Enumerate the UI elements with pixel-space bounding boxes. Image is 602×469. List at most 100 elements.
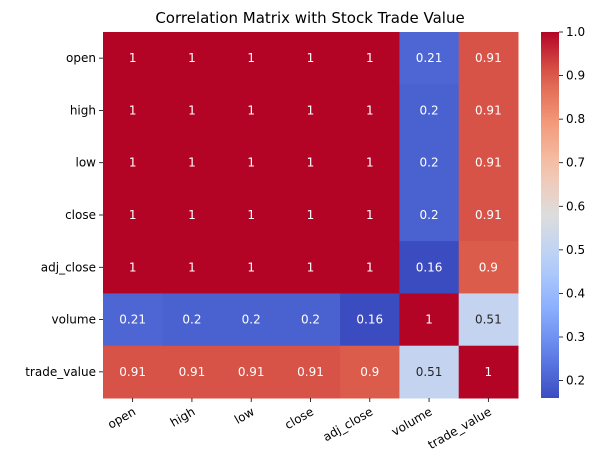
heatmap-cell: [399, 32, 460, 85]
x-tick-label: open: [105, 404, 138, 431]
colorbar: [541, 32, 559, 398]
cell-value-label: 0.2: [420, 208, 439, 222]
cell-value-label: 0.91: [475, 156, 502, 170]
cell-value-label: 1: [366, 260, 374, 274]
cell-value-label: 1: [188, 208, 196, 222]
heatmap-cell: [399, 188, 460, 242]
heatmap-cell: [280, 293, 341, 347]
colorbar-tick-label: 0.7: [566, 156, 585, 170]
colorbar-tick-label: 0.8: [566, 112, 585, 126]
heatmap-cell: [399, 293, 460, 347]
heatmap-cell: [340, 136, 400, 190]
heatmap-cell: [221, 188, 282, 242]
cell-value-label: 1: [425, 313, 433, 327]
heatmap-cell: [162, 84, 223, 138]
cell-value-label: 0.91: [119, 365, 146, 379]
x-tick-label: low: [232, 404, 257, 426]
x-tick-label: volume: [389, 404, 435, 438]
heatmap-cell: [458, 136, 519, 190]
colorbar-tick-label: 0.9: [566, 69, 585, 83]
heatmap-cell: [162, 345, 223, 399]
heatmap-cell: [103, 293, 163, 347]
heatmap-cell-labels: 1 1 1 1 1 0.21 0.911 1 1 1 1 0.2 0.911 1 1 1 1 0.2 0.911 1 1…: [119, 51, 501, 379]
heatmap-cell: [103, 136, 163, 190]
cell-value-label: 0.16: [416, 260, 443, 274]
colorbar-ticks: 0.2 0.3 0.4 0.5 0.6 0.7 0.8 0.9 1.0: [559, 25, 585, 388]
colorbar-tick-label: 0.2: [566, 374, 585, 388]
heatmap-cell: [340, 293, 400, 347]
heatmap-cell: [280, 84, 341, 138]
y-tick-label: volume: [52, 313, 96, 327]
heatmap-cell: [221, 293, 282, 347]
colorbar-tick-label: 0.6: [566, 199, 585, 213]
cell-value-label: 1: [307, 260, 315, 274]
cell-value-label: 0.21: [119, 313, 146, 327]
heatmap-cell: [280, 32, 341, 85]
cell-value-label: 1: [247, 51, 255, 65]
cell-value-label: 0.51: [416, 365, 443, 379]
heatmap-cell: [221, 136, 282, 190]
colorbar-tick-label: 0.3: [566, 330, 585, 344]
heatmap-cell: [280, 241, 341, 294]
cell-value-label: 1: [188, 51, 196, 65]
heatmap-cell: [340, 84, 400, 138]
heatmap-cell: [340, 32, 400, 85]
colorbar-tick-label: 0.4: [566, 286, 585, 300]
cell-value-label: 1: [307, 156, 315, 170]
cell-value-label: 0.2: [182, 313, 201, 327]
heatmap-cell: [162, 188, 223, 242]
cell-value-label: 1: [188, 260, 196, 274]
cell-value-label: 1: [247, 260, 255, 274]
cell-value-label: 0.2: [420, 156, 439, 170]
heatmap-cell: [458, 241, 519, 294]
x-axis-ticks: open high low close adj_close volumetrade_val…: [105, 398, 494, 452]
heatmap-cell: [162, 293, 223, 347]
heatmap-cell: [103, 84, 163, 138]
colorbar-tick-label: 1.0: [566, 25, 585, 39]
cell-value-label: 0.91: [179, 365, 206, 379]
cell-value-label: 1: [307, 103, 315, 117]
cell-value-label: 1: [307, 51, 315, 65]
y-tick-label: low: [76, 156, 97, 170]
heatmap-cell: [221, 345, 282, 399]
heatmap-cell: [103, 32, 163, 85]
cell-value-label: 0.91: [475, 51, 502, 65]
heatmap-cell: [162, 136, 223, 190]
cell-value-label: 1: [129, 156, 137, 170]
heatmap-cells: [103, 32, 519, 399]
heatmap-cell: [399, 136, 460, 190]
cell-value-label: 0.91: [297, 365, 324, 379]
y-tick-label: high: [70, 103, 96, 117]
cell-value-label: 1: [247, 156, 255, 170]
heatmap-cell: [458, 84, 519, 138]
heatmap-cell: [103, 188, 163, 242]
cell-value-label: 0.91: [475, 103, 502, 117]
x-tick-label: close: [282, 404, 316, 432]
heatmap-cell: [162, 32, 223, 85]
cell-value-label: 0.51: [475, 313, 502, 327]
y-tick-label: close: [65, 208, 96, 222]
heatmap-cell: [103, 345, 163, 399]
cell-value-label: 0.91: [238, 365, 265, 379]
heatmap-cell: [399, 84, 460, 138]
cell-value-label: 1: [366, 156, 374, 170]
heatmap-cell: [103, 241, 163, 294]
heatmap-cell: [221, 241, 282, 294]
cell-value-label: 1: [247, 103, 255, 117]
heatmap-cell: [458, 188, 519, 242]
cell-value-label: 0.16: [356, 313, 383, 327]
heatmap-cell: [399, 345, 460, 399]
cell-value-label: 1: [188, 156, 196, 170]
cell-value-label: 0.2: [420, 103, 439, 117]
cell-value-label: 1: [129, 103, 137, 117]
cell-value-label: 0.2: [301, 313, 320, 327]
heatmap-cell: [340, 241, 400, 294]
heatmap-cell: [162, 241, 223, 294]
cell-value-label: 1: [307, 208, 315, 222]
cell-value-label: 1: [366, 103, 374, 117]
cell-value-label: 0.21: [416, 51, 443, 65]
cell-value-label: 1: [129, 51, 137, 65]
heatmap-cell: [458, 293, 519, 347]
